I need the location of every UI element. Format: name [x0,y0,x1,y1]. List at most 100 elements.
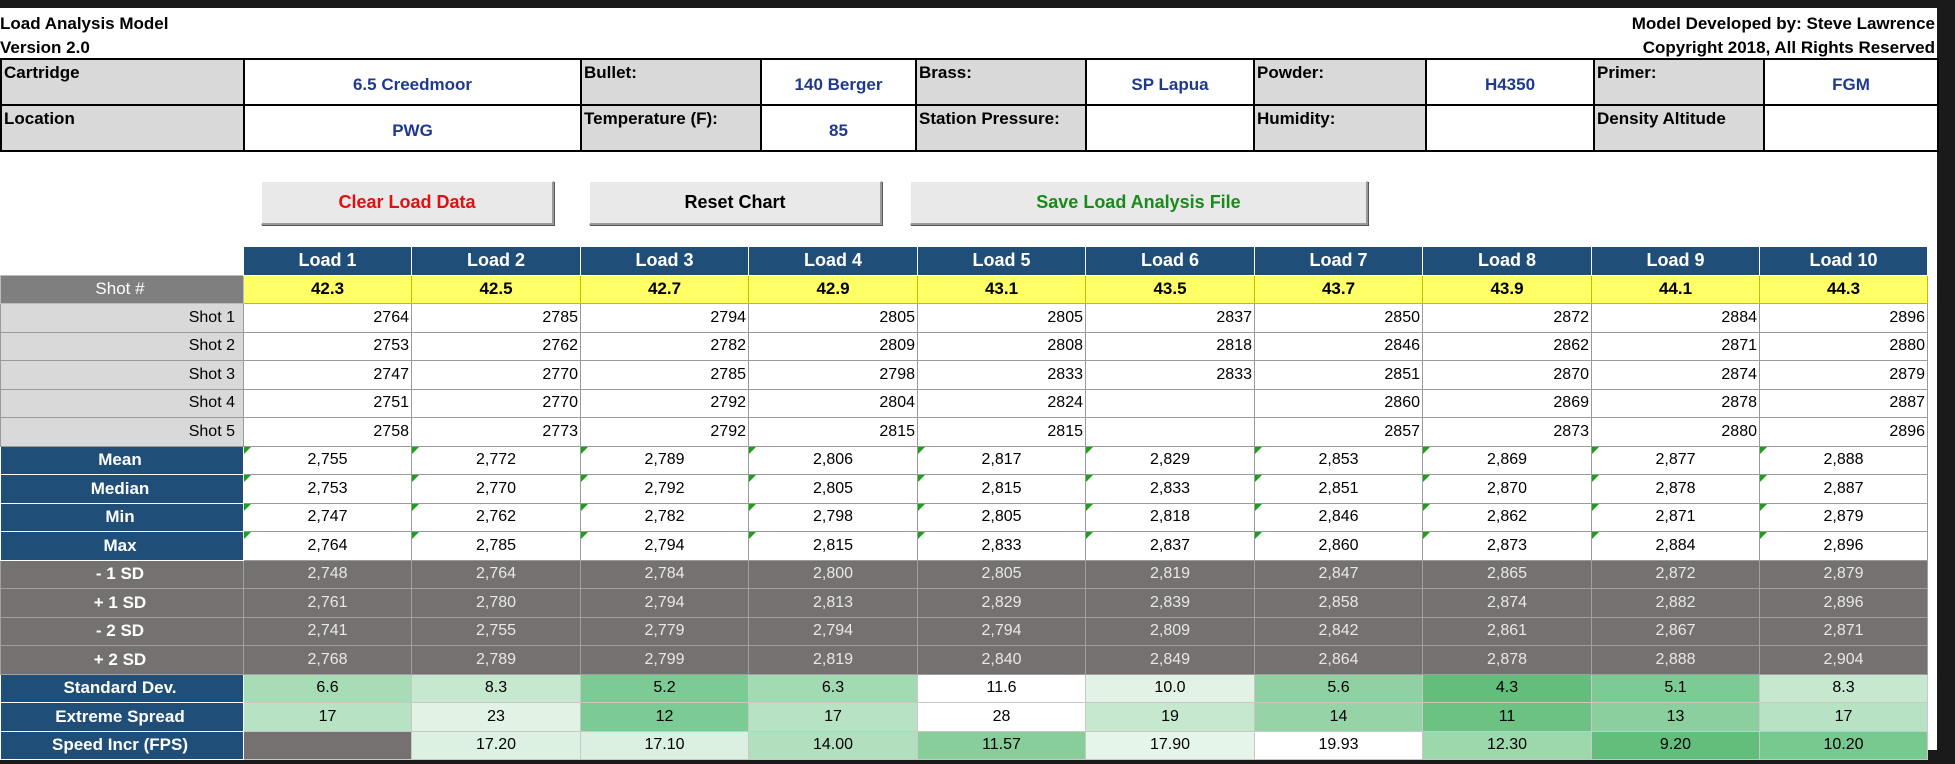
velocity-cell[interactable]: 2896 [1759,303,1928,333]
humidity-field[interactable] [1425,104,1595,152]
stat-cell[interactable]: 2,815 [748,531,918,561]
sd-cell[interactable]: 2,867 [1591,616,1760,646]
velocity-cell[interactable]: 2824 [917,388,1086,418]
stat-cell[interactable]: 2,877 [1591,445,1760,475]
sd-cell[interactable]: 2,861 [1422,616,1592,646]
stat-cell[interactable]: 2,789 [580,445,749,475]
sd-cell[interactable]: 2,748 [243,559,412,589]
velocity-cell[interactable]: 2798 [748,360,918,390]
stat-cell[interactable]: 2,888 [1759,445,1928,475]
sd-cell[interactable]: 2,840 [917,645,1086,675]
stat-cell[interactable]: 2,873 [1422,531,1592,561]
velocity-cell[interactable]: 2805 [917,303,1086,333]
velocity-cell[interactable]: 2880 [1759,331,1928,361]
velocity-cell[interactable]: 2871 [1591,331,1760,361]
stat-cell[interactable]: 2,871 [1591,502,1760,532]
velocity-cell[interactable]: 2792 [580,417,749,447]
velocity-cell[interactable] [1085,388,1255,418]
summary-cell[interactable]: 10.20 [1759,730,1928,760]
stat-cell[interactable]: 2,755 [243,445,412,475]
velocity-cell[interactable]: 2764 [243,303,412,333]
summary-cell[interactable]: 19.93 [1254,730,1423,760]
stat-cell[interactable]: 2,805 [748,474,918,504]
sd-cell[interactable]: 2,847 [1254,559,1423,589]
summary-cell[interactable]: 17 [243,702,412,732]
charge-weight-cell[interactable]: 44.3 [1759,274,1928,304]
stat-cell[interactable]: 2,764 [243,531,412,561]
stat-cell[interactable]: 2,862 [1422,502,1592,532]
sd-cell[interactable]: 2,842 [1254,616,1423,646]
summary-cell[interactable]: 14 [1254,702,1423,732]
velocity-cell[interactable]: 2846 [1254,331,1423,361]
velocity-cell[interactable]: 2857 [1254,417,1423,447]
stat-cell[interactable]: 2,884 [1591,531,1760,561]
bullet-field[interactable]: 140 Berger [760,58,917,106]
save-load-analysis-file-button[interactable]: Save Load Analysis File [910,181,1368,225]
clear-load-data-button[interactable]: Clear Load Data [261,181,554,225]
charge-weight-cell[interactable]: 43.7 [1254,274,1423,304]
velocity-cell[interactable]: 2887 [1759,388,1928,418]
velocity-cell[interactable]: 2837 [1085,303,1255,333]
powder-field[interactable]: H4350 [1425,58,1595,106]
stat-cell[interactable]: 2,833 [1085,474,1255,504]
velocity-cell[interactable]: 2869 [1422,388,1592,418]
brass-field[interactable]: SP Lapua [1085,58,1255,106]
velocity-cell[interactable]: 2833 [1085,360,1255,390]
sd-cell[interactable]: 2,819 [1085,559,1255,589]
sd-cell[interactable]: 2,768 [243,645,412,675]
sd-cell[interactable]: 2,858 [1254,588,1423,618]
sd-cell[interactable]: 2,784 [580,559,749,589]
sd-cell[interactable]: 2,794 [748,616,918,646]
velocity-cell[interactable]: 2809 [748,331,918,361]
stat-cell[interactable]: 2,798 [748,502,918,532]
velocity-cell[interactable]: 2751 [243,388,412,418]
sd-cell[interactable]: 2,809 [1085,616,1255,646]
velocity-cell[interactable]: 2815 [917,417,1086,447]
velocity-cell[interactable]: 2804 [748,388,918,418]
stat-cell[interactable]: 2,829 [1085,445,1255,475]
summary-cell[interactable]: 17.20 [411,730,581,760]
sd-cell[interactable]: 2,879 [1759,559,1928,589]
sd-cell[interactable]: 2,755 [411,616,581,646]
sd-cell[interactable]: 2,789 [411,645,581,675]
summary-cell[interactable]: 8.3 [411,673,581,703]
velocity-cell[interactable]: 2805 [748,303,918,333]
stat-cell[interactable]: 2,818 [1085,502,1255,532]
summary-cell[interactable] [243,730,412,760]
sd-cell[interactable]: 2,829 [917,588,1086,618]
primer-field[interactable]: FGM [1763,58,1939,106]
stat-cell[interactable]: 2,762 [411,502,581,532]
sd-cell[interactable]: 2,864 [1254,645,1423,675]
sd-cell[interactable]: 2,888 [1591,645,1760,675]
sd-cell[interactable]: 2,871 [1759,616,1928,646]
summary-cell[interactable]: 14.00 [748,730,918,760]
velocity-cell[interactable]: 2785 [411,303,581,333]
summary-cell[interactable]: 19 [1085,702,1255,732]
stat-cell[interactable]: 2,772 [411,445,581,475]
velocity-cell[interactable]: 2862 [1422,331,1592,361]
sd-cell[interactable]: 2,865 [1422,559,1592,589]
sd-cell[interactable]: 2,799 [580,645,749,675]
velocity-cell[interactable]: 2773 [411,417,581,447]
velocity-cell[interactable]: 2884 [1591,303,1760,333]
velocity-cell[interactable]: 2878 [1591,388,1760,418]
stat-cell[interactable]: 2,878 [1591,474,1760,504]
charge-weight-cell[interactable]: 43.1 [917,274,1086,304]
velocity-cell[interactable]: 2762 [411,331,581,361]
sd-cell[interactable]: 2,872 [1591,559,1760,589]
summary-cell[interactable]: 28 [917,702,1086,732]
velocity-cell[interactable]: 2792 [580,388,749,418]
velocity-cell[interactable]: 2794 [580,303,749,333]
stat-cell[interactable]: 2,851 [1254,474,1423,504]
summary-cell[interactable]: 11 [1422,702,1592,732]
stat-cell[interactable]: 2,782 [580,502,749,532]
summary-cell[interactable]: 5.2 [580,673,749,703]
charge-weight-cell[interactable]: 43.9 [1422,274,1592,304]
velocity-cell[interactable]: 2758 [243,417,412,447]
velocity-cell[interactable]: 2753 [243,331,412,361]
summary-cell[interactable]: 9.20 [1591,730,1760,760]
stat-cell[interactable]: 2,837 [1085,531,1255,561]
summary-cell[interactable]: 11.57 [917,730,1086,760]
summary-cell[interactable]: 5.6 [1254,673,1423,703]
velocity-cell[interactable]: 2818 [1085,331,1255,361]
